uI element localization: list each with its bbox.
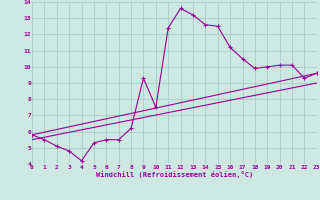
X-axis label: Windchill (Refroidissement éolien,°C): Windchill (Refroidissement éolien,°C) <box>96 171 253 178</box>
